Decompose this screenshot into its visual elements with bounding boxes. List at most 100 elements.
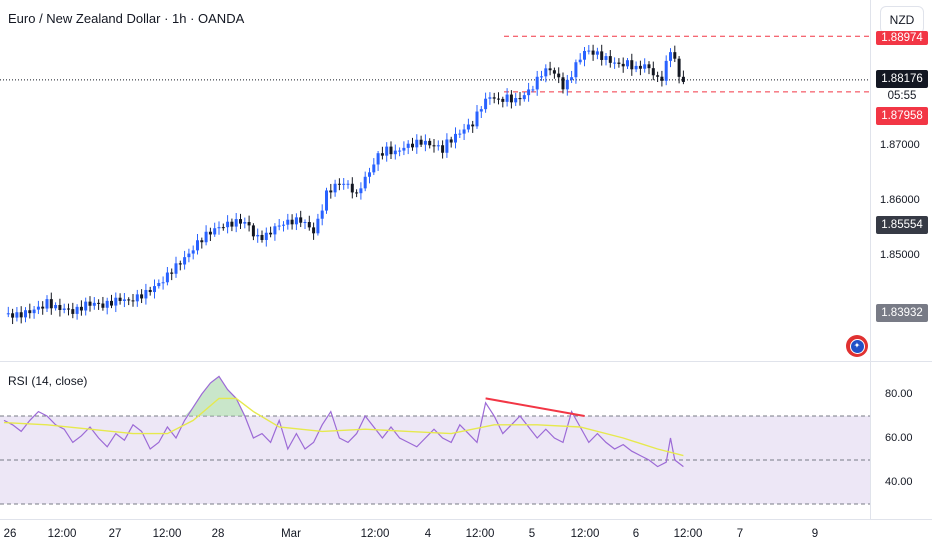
candle-body — [484, 98, 488, 110]
price-tag-current: 1.88176 — [876, 70, 928, 88]
rsi-overbought-fill — [184, 376, 245, 416]
candle-body — [230, 221, 234, 227]
candle-body — [669, 52, 672, 61]
candle-body — [479, 109, 483, 112]
candle-body — [303, 222, 307, 224]
candle-body — [432, 145, 436, 147]
candle-body — [406, 143, 410, 148]
candle-body — [290, 219, 294, 225]
candle-body — [97, 302, 101, 304]
candle-body — [88, 301, 92, 306]
candle-body — [58, 305, 62, 311]
time-label: 12:00 — [360, 528, 390, 540]
candle-body — [428, 140, 432, 146]
candle-body — [346, 183, 350, 185]
candle-body — [110, 300, 113, 306]
candle-body — [660, 76, 664, 81]
candle-body — [333, 183, 337, 193]
candle-body — [299, 217, 303, 223]
candle-body — [144, 289, 148, 299]
candle-body — [234, 219, 238, 227]
candle-body — [681, 76, 685, 82]
candle-body — [92, 302, 96, 306]
time-label: Mar — [281, 528, 301, 540]
candle-body — [114, 297, 118, 306]
candle-body — [62, 308, 66, 311]
candle-body — [54, 305, 58, 309]
candle-body — [260, 234, 264, 240]
candle-body — [269, 232, 273, 235]
candle-body — [587, 50, 591, 52]
candle-body — [385, 146, 389, 156]
candle-body — [161, 282, 165, 284]
candle-body — [608, 56, 612, 63]
rsi-line — [3, 375, 684, 468]
candle-body — [221, 227, 225, 229]
price-tick-2: 1.86000 — [880, 194, 920, 206]
candle-body — [574, 62, 578, 78]
settings-icon[interactable]: ✦ — [846, 335, 868, 357]
candle-body — [630, 60, 634, 70]
candle-body — [570, 77, 574, 80]
candle-body — [239, 219, 242, 224]
candle-body — [492, 97, 496, 99]
candle-body — [591, 50, 595, 55]
candle-body — [548, 68, 552, 71]
candle-body — [165, 272, 169, 283]
candle-body — [196, 240, 199, 251]
candle-body — [148, 289, 152, 293]
time-label: 9 — [811, 528, 819, 540]
candle-body — [256, 234, 260, 237]
candle-body — [505, 94, 509, 102]
candle-body — [466, 124, 470, 130]
candle-body — [372, 164, 376, 173]
time-label: 5 — [528, 528, 536, 540]
candle-body — [286, 219, 290, 225]
candle-body — [436, 145, 440, 147]
rsi-ma-line — [3, 397, 684, 457]
candle-body — [355, 192, 359, 194]
candle-body — [638, 65, 642, 69]
candle-body — [191, 250, 195, 254]
divergence-line — [485, 397, 585, 417]
candle-body — [613, 62, 617, 64]
candle-body — [45, 299, 49, 309]
candle-body — [204, 231, 208, 243]
candle-body — [200, 240, 204, 243]
price-tick-1: 1.87000 — [880, 139, 920, 151]
candle-body — [32, 309, 36, 314]
candle-body — [535, 76, 539, 90]
candle-body — [531, 89, 535, 91]
candle-body — [187, 253, 191, 258]
candle-body — [509, 94, 513, 103]
candle-body — [15, 312, 19, 318]
candle-body — [522, 95, 526, 100]
candle-body — [24, 310, 27, 318]
candle-body — [419, 139, 423, 145]
time-label: 27 — [108, 528, 122, 540]
candle-body — [501, 98, 505, 102]
candle-body — [540, 76, 543, 78]
candle-body — [71, 309, 75, 314]
rsi-tick-40: 40.00 — [885, 476, 913, 488]
candle-body — [595, 51, 599, 55]
candle-body — [105, 300, 109, 308]
candle-body — [84, 301, 88, 311]
candle-body — [643, 64, 647, 69]
candle-body — [208, 231, 212, 235]
time-label: 4 — [424, 528, 432, 540]
candle-body — [561, 77, 565, 90]
time-label: 6 — [632, 528, 640, 540]
candle-body — [251, 225, 255, 237]
candle-body — [552, 70, 556, 74]
time-label: 12:00 — [570, 528, 600, 540]
candle-body — [398, 150, 402, 152]
candle-body — [621, 63, 625, 67]
candle-body — [415, 139, 419, 148]
price-tag-marker-1: 1.85554 — [876, 216, 928, 234]
candle-body — [557, 73, 561, 78]
candle-body — [41, 306, 45, 309]
time-label: 12:00 — [152, 528, 182, 540]
candle-body — [11, 313, 15, 318]
